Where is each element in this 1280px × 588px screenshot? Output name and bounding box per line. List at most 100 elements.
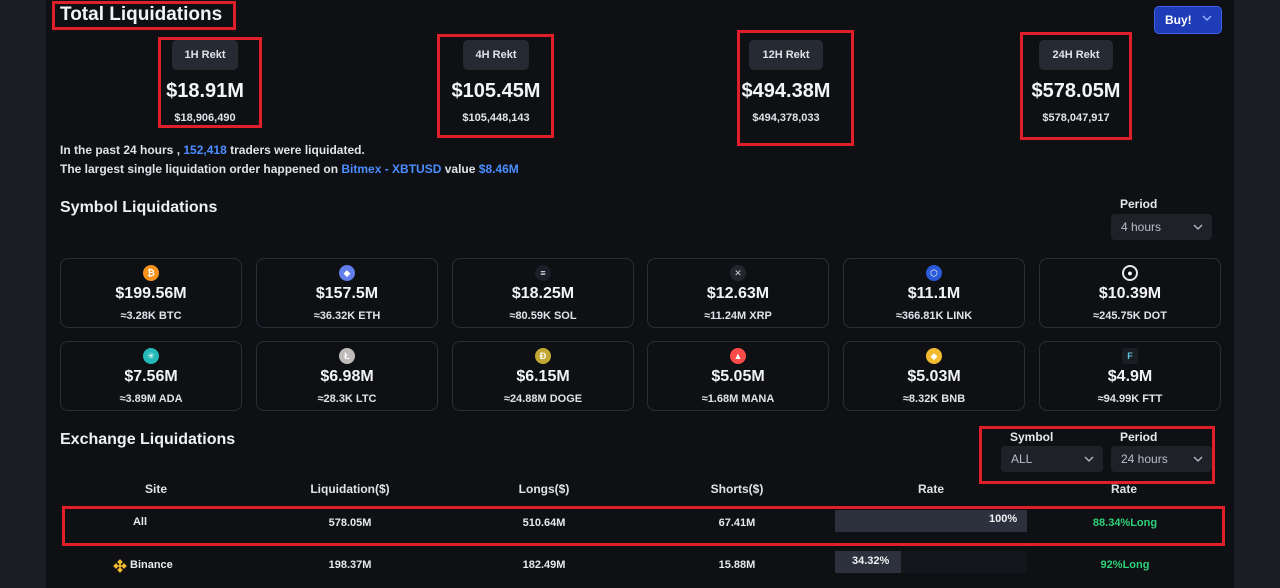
coin-card[interactable]: Ł $6.98M ≈28.3K LTC [256, 341, 438, 411]
buy-button[interactable]: Buy! [1154, 6, 1222, 34]
coin-amount: $10.39M [1098, 285, 1162, 302]
site-name: Binance [130, 559, 173, 571]
info-text: value [444, 162, 476, 176]
rekt-exact: $105,448,143 [462, 112, 530, 124]
rekt-value: $578.05M [1031, 80, 1121, 102]
coin-quantity: ≈28.3K LTC [317, 393, 377, 405]
coin-card[interactable]: ₿ $199.56M ≈3.28K BTC [60, 258, 242, 328]
period-select[interactable]: 24 hours [1111, 446, 1212, 472]
coin-amount: $4.9M [1107, 368, 1153, 385]
symbol-section-title: Symbol Liquidations [60, 199, 218, 216]
coin-quantity: ≈1.68M MANA [701, 393, 775, 405]
rekt-value: $105.45M [451, 80, 541, 102]
ftx-icon: F [1122, 348, 1138, 364]
chevron-down-icon [1193, 224, 1203, 230]
coin-card[interactable]: ◆ $5.03M ≈8.32K BNB [843, 341, 1025, 411]
coin-quantity: ≈36.32K ETH [313, 310, 381, 322]
page-title: Total Liquidations [60, 4, 223, 25]
chevron-down-icon [1202, 15, 1212, 21]
rekt-label: 4H Rekt [462, 40, 530, 70]
rekt-label: 1H Rekt [171, 40, 239, 70]
litecoin-icon: Ł [339, 348, 355, 364]
coin-card[interactable]: ⬡ $11.1M ≈366.81K LINK [843, 258, 1025, 328]
rekt-12h: 12H Rekt $494.38M $494,378,033 [706, 40, 866, 124]
info-line-largest: The largest single liquidation order hap… [60, 162, 519, 176]
site-name: All [132, 516, 148, 528]
rekt-label: 24H Rekt [1039, 40, 1113, 70]
rekt-4h: 4H Rekt $105.45M $105,448,143 [416, 40, 576, 124]
coin-amount: $7.56M [124, 368, 178, 385]
coin-card[interactable]: ✕ $12.63M ≈11.24M XRP [647, 258, 829, 328]
largest-value-link[interactable]: $8.46M [478, 162, 519, 176]
chevron-down-icon [1084, 456, 1094, 462]
coin-card[interactable]: F $4.9M ≈94.99K FTT [1039, 341, 1221, 411]
col-header-longs: Longs($) [518, 482, 570, 496]
shorts-value: 67.41M [718, 517, 756, 529]
coin-quantity: ≈80.59K SOL [509, 310, 577, 322]
coin-amount: $6.98M [320, 368, 374, 385]
rekt-label: 12H Rekt [749, 40, 823, 70]
polkadot-icon: ● [1122, 265, 1138, 281]
coin-quantity: ≈11.24M XRP [704, 310, 772, 322]
exchange-link[interactable]: Bitmex - XBTUSD [341, 162, 442, 176]
rate-bar-fill [835, 510, 1027, 532]
binance-icon [113, 559, 127, 573]
period-select[interactable]: 4 hours [1111, 214, 1212, 240]
info-text: The largest single liquidation order hap… [60, 162, 339, 176]
rekt-value: $494.38M [741, 80, 831, 102]
coin-card[interactable]: Ð $6.15M ≈24.88M DOGE [452, 341, 634, 411]
symbol-label: Symbol [1010, 430, 1054, 444]
coin-quantity: ≈24.88M DOGE [503, 393, 583, 405]
long-rate-value: 92%Long [1100, 559, 1150, 571]
coin-amount: $6.15M [516, 368, 570, 385]
col-header-rate: Rate [917, 482, 944, 496]
traders-count-link[interactable]: 152,418 [183, 143, 227, 157]
long-rate-value: 88.34%Long [1092, 517, 1158, 529]
rate-value: 100% [989, 513, 1018, 525]
rate-bar [835, 551, 1027, 573]
info-text: In the past 24 hours , [60, 143, 181, 157]
rekt-value: $18.91M [166, 80, 244, 102]
coin-card[interactable]: ≡ $18.25M ≈80.59K SOL [452, 258, 634, 328]
chevron-down-icon [1193, 456, 1203, 462]
shorts-value: 15.88M [718, 559, 756, 571]
liquidation-value: 198.37M [328, 559, 372, 571]
coin-amount: $12.63M [706, 285, 770, 302]
longs-value: 510.64M [522, 517, 566, 529]
rekt-24h: 24H Rekt $578.05M $578,047,917 [996, 40, 1156, 124]
liquidation-value: 578.05M [328, 517, 372, 529]
xrp-icon: ✕ [730, 265, 746, 281]
ethereum-icon: ◆ [339, 265, 355, 281]
symbol-select[interactable]: ALL [1001, 446, 1103, 472]
bitcoin-icon: ₿ [143, 265, 159, 281]
coin-card[interactable]: ✳ $7.56M ≈3.89M ADA [60, 341, 242, 411]
rate-value: 34.32% [852, 555, 890, 567]
coin-quantity: ≈94.99K FTT [1097, 393, 1163, 405]
coin-quantity: ≈3.28K BTC [120, 310, 182, 322]
rekt-exact: $18,906,490 [174, 112, 236, 124]
coin-quantity: ≈8.32K BNB [902, 393, 966, 405]
coin-card[interactable]: ● $10.39M ≈245.75K DOT [1039, 258, 1221, 328]
exchange-section-title: Exchange Liquidations [60, 431, 236, 448]
symbol-select-value: ALL [1011, 452, 1033, 466]
rekt-exact: $578,047,917 [1042, 112, 1110, 124]
coin-amount: $5.05M [711, 368, 765, 385]
coin-amount: $11.1M [907, 285, 961, 302]
info-text: traders were liquidated. [230, 143, 365, 157]
coin-card[interactable]: ▲ $5.05M ≈1.68M MANA [647, 341, 829, 411]
longs-value: 182.49M [522, 559, 566, 571]
buy-button-label: Buy! [1165, 13, 1192, 27]
rekt-exact: $494,378,033 [752, 112, 820, 124]
solana-icon: ≡ [535, 265, 551, 281]
coin-quantity: ≈245.75K DOT [1093, 310, 1167, 322]
cardano-icon: ✳ [143, 348, 159, 364]
chainlink-icon: ⬡ [926, 265, 942, 281]
coin-amount: $157.5M [315, 285, 379, 302]
coin-card[interactable]: ◆ $157.5M ≈36.32K ETH [256, 258, 438, 328]
col-header-long-rate: Rate [1110, 482, 1137, 496]
coin-amount: $199.56M [115, 285, 187, 302]
col-header-site: Site [144, 482, 167, 496]
col-header-liquidation: Liquidation($) [310, 482, 390, 496]
period-label: Period [1120, 430, 1158, 444]
period-select-value: 4 hours [1121, 220, 1162, 234]
